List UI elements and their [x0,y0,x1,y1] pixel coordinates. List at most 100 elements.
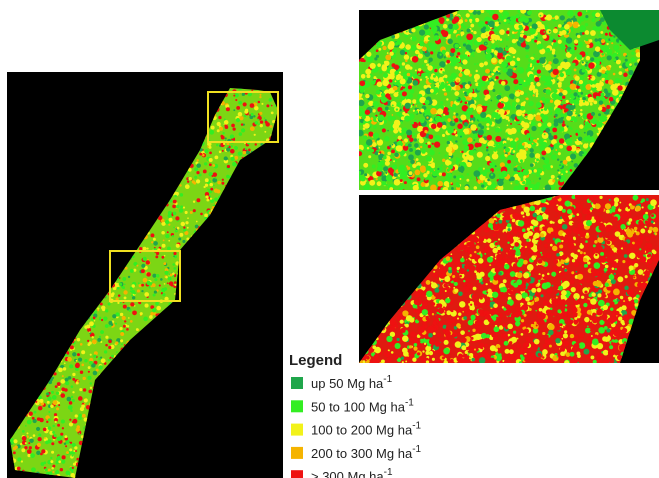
texture-speck [73,463,76,466]
texture-speck [2,328,4,330]
texture-speck [103,316,107,320]
texture-speck [52,377,54,379]
texture-speck [20,443,22,445]
texture-speck [88,366,91,369]
texture-speck [81,364,84,367]
texture-speck [143,278,148,283]
texture-speck [34,411,37,414]
texture-speck [430,185,437,192]
texture-speck [60,468,63,471]
texture-speck [122,277,126,281]
texture-speck [1,79,4,82]
texture-speck [143,317,148,322]
texture-speck [80,343,83,346]
texture-speck [420,36,423,39]
texture-speck [63,367,67,371]
texture-speck [4,179,7,182]
texture-speck [0,436,2,441]
texture-speck [2,344,4,346]
texture-speck [71,385,74,388]
texture-speck [286,142,289,145]
texture-speck [51,442,54,445]
texture-speck [285,287,288,290]
texture-speck [287,298,289,300]
texture-speck [78,416,82,420]
texture-speck [3,461,6,464]
texture-speck [5,442,7,444]
texture-speck [52,395,57,400]
texture-speck [97,307,99,309]
texture-speck [163,239,165,241]
texture-speck [168,277,172,281]
texture-speck [179,184,181,186]
texture-speck [5,305,7,307]
texture-speck [250,103,255,108]
texture-speck [225,137,227,139]
texture-speck [226,175,230,179]
texture-speck [226,107,230,111]
texture-speck [31,467,36,472]
texture-speck [216,144,218,146]
texture-speck [3,167,7,171]
texture-speck [287,375,289,377]
texture-speck [212,164,215,167]
texture-speck [495,76,498,79]
texture-speck [0,373,2,377]
texture-speck [130,269,134,273]
texture-speck [285,129,287,131]
texture-speck [491,100,493,102]
texture-speck [1,426,3,428]
texture-speck [233,95,235,97]
texture-speck [577,35,580,38]
texture-speck [154,278,157,281]
texture-speck [1,453,4,456]
texture-speck [269,98,273,102]
texture-speck [128,276,130,278]
texture-speck [156,252,159,255]
texture-speck [80,371,83,374]
texture-speck [28,442,30,444]
texture-speck [3,471,5,473]
texture-speck [173,255,175,257]
texture-speck [69,419,71,421]
texture-speck [551,154,557,160]
texture-speck [285,104,288,107]
texture-speck [248,149,251,152]
texture-speck [4,412,7,415]
texture-speck [284,390,288,394]
texture-speck [214,189,218,193]
texture-speck [285,326,289,330]
texture-speck [232,162,237,167]
texture-speck [241,128,245,132]
texture-speck [172,263,175,266]
texture-speck [76,428,80,432]
texture-speck [0,230,4,235]
texture-speck [416,158,419,161]
texture-speck [194,176,197,179]
texture-speck [0,435,4,440]
texture-speck [289,214,292,217]
texture-speck [210,197,212,199]
texture-speck [253,115,255,117]
texture-speck [90,382,92,384]
texture-speck [189,177,192,180]
texture-speck [259,112,262,115]
texture-speck [181,222,185,226]
texture-speck [2,187,7,192]
texture-speck [53,400,58,405]
texture-speck [209,152,212,155]
texture-speck [185,184,190,189]
figure: Legend up 50 Mg ha-150 to 100 Mg ha-1100… [0,0,659,478]
texture-speck [261,103,263,105]
texture-speck [90,387,92,389]
texture-speck [48,439,52,443]
texture-speck [72,352,76,356]
texture-speck [50,457,52,459]
texture-speck [287,423,289,425]
texture-speck [236,106,240,110]
texture-speck [152,308,156,312]
texture-speck [48,426,52,430]
texture-speck [207,188,209,190]
texture-speck [121,343,123,345]
texture-speck [73,419,78,424]
